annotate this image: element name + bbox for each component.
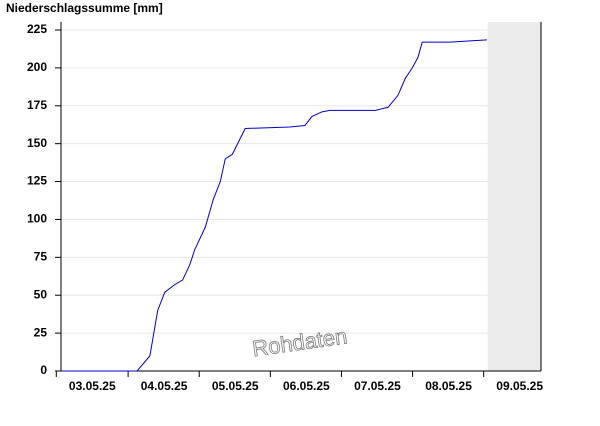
- y-tick-label: 100: [27, 212, 47, 226]
- no-data-region: [487, 22, 541, 371]
- y-tick-label: 200: [27, 60, 47, 74]
- y-tick-label: 125: [27, 174, 47, 188]
- x-tick-label: 09.05.25: [496, 379, 543, 393]
- y-tick-label: 25: [34, 325, 48, 339]
- x-tick-label: 03.05.25: [69, 379, 116, 393]
- x-tick-label: 07.05.25: [354, 379, 401, 393]
- data-line: [61, 39, 487, 372]
- x-tick-label: 04.05.25: [141, 379, 188, 393]
- chart-title: Niederschlagssumme [mm]: [6, 1, 163, 15]
- y-tick-label: 225: [27, 22, 47, 36]
- y-tick-label: 150: [27, 136, 47, 150]
- y-tick-label: 50: [34, 287, 48, 301]
- x-tick-label: 08.05.25: [425, 379, 472, 393]
- x-tick-label: 05.05.25: [212, 379, 259, 393]
- y-tick-label: 0: [40, 363, 47, 377]
- y-tick-label: 175: [27, 98, 47, 112]
- watermark: Rohdaten: [251, 323, 349, 361]
- x-tick-label: 06.05.25: [283, 379, 330, 393]
- y-tick-label: 75: [34, 250, 48, 264]
